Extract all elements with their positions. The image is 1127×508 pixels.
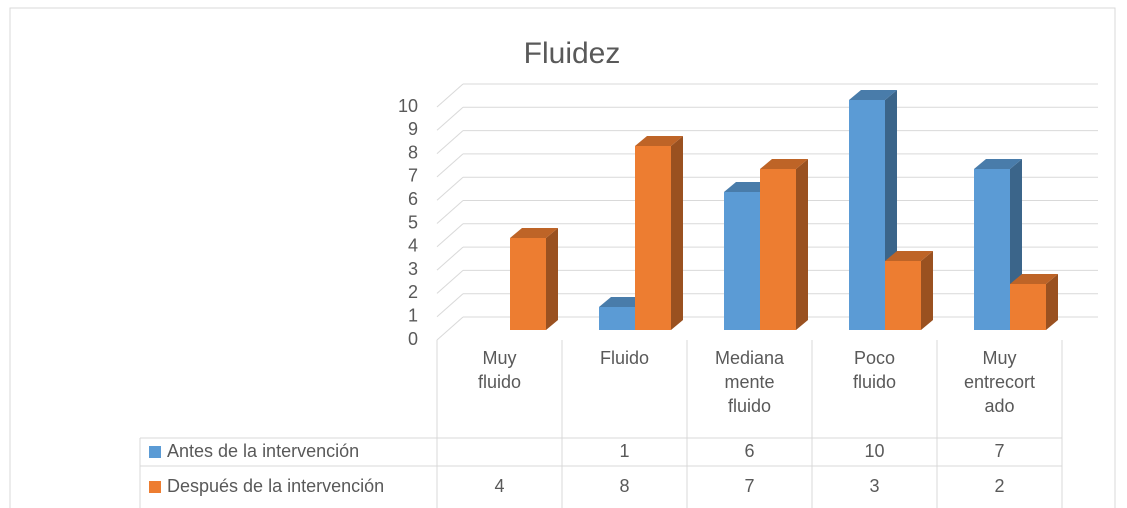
y-tick-label: 10 (398, 96, 418, 116)
y-tick-label: 8 (408, 142, 418, 162)
bar-side (1046, 274, 1058, 330)
bar (974, 169, 1010, 330)
table-value: 6 (744, 441, 754, 461)
legend-label: Después de la intervención (167, 476, 384, 496)
y-tick-label: 7 (408, 166, 418, 186)
bar (635, 146, 671, 330)
bar (599, 307, 635, 330)
chart-title: Fluidez (524, 37, 621, 70)
bar (1010, 284, 1046, 330)
grid-line (436, 293, 464, 318)
grid-line (436, 130, 464, 154)
y-tick-label: 6 (408, 189, 418, 209)
bar (885, 261, 921, 330)
bar-side (921, 251, 933, 330)
y-tick-label: 0 (408, 329, 418, 349)
grid-line (436, 200, 464, 224)
bar-side (796, 159, 808, 330)
grid-line (436, 106, 464, 131)
legend-swatch (149, 481, 161, 493)
table-value: 7 (744, 476, 754, 496)
table-value: 2 (994, 476, 1004, 496)
bar-top (885, 251, 933, 261)
bar-side (671, 136, 683, 330)
legend-label: Antes de la intervención (167, 441, 359, 461)
grid-line (436, 153, 464, 178)
border (9, 7, 1116, 508)
y-tick-label: 3 (408, 259, 418, 279)
legend-swatch (149, 446, 161, 458)
table-value: 4 (494, 476, 504, 496)
grid-line (436, 223, 464, 248)
bar (510, 238, 546, 330)
x-tick-label: Muy fluido (477, 348, 522, 392)
table-value: 8 (619, 476, 629, 496)
bar-top (974, 159, 1022, 169)
grid-line (436, 270, 464, 294)
bar-top (1010, 274, 1058, 284)
x-tick-label: Fluido (599, 348, 650, 368)
table-value: 1 (619, 441, 629, 461)
grid-line (436, 246, 464, 271)
bar-top (849, 90, 897, 100)
grid-line (436, 316, 464, 341)
table-value: 7 (994, 441, 1004, 461)
bar-side (546, 228, 558, 330)
x-tick-label: Medianamente fluido (714, 348, 785, 416)
y-tick-label: 9 (408, 119, 418, 139)
x-tick-label: Muy entrecortado (963, 348, 1036, 416)
bar-top (635, 136, 683, 146)
y-tick-label: 5 (408, 212, 418, 232)
y-tick-label: 4 (408, 236, 418, 256)
table-value: 3 (869, 476, 879, 496)
y-tick-label: 2 (408, 282, 418, 302)
x-tick-label: Poco fluido (852, 348, 897, 392)
grid-line (436, 176, 464, 201)
bar (849, 100, 885, 330)
y-tick-label: 1 (408, 305, 418, 325)
bar-top (510, 228, 558, 238)
bar (760, 169, 796, 330)
grid-line (436, 83, 464, 108)
table-value: 10 (864, 441, 884, 461)
bar (724, 192, 760, 330)
bar-top (760, 159, 808, 169)
